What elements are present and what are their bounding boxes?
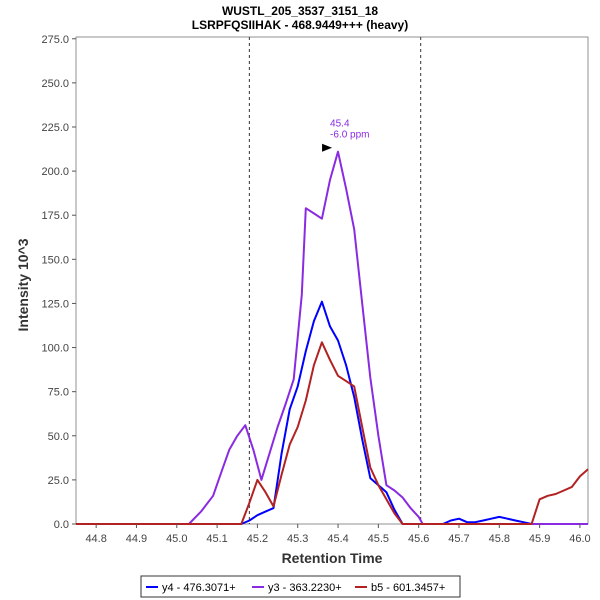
y-tick-label: 275.0 bbox=[41, 34, 69, 46]
y-axis-label: Intensity 10^3 bbox=[15, 238, 31, 331]
x-tick-label: 45.3 bbox=[287, 533, 308, 545]
x-tick-label: 46.0 bbox=[569, 533, 590, 545]
legend: y4 - 476.3071+ y3 - 363.2230+ b5 - 601.345… bbox=[140, 575, 461, 598]
y-tick-label: 125.0 bbox=[41, 298, 69, 310]
x-tick-label: 45.4 bbox=[327, 533, 348, 545]
x-tick-label: 45.8 bbox=[489, 533, 510, 545]
peak-arrow-icon bbox=[322, 143, 333, 152]
y-axis: 0.0 25.0 50.0 75.0 100.0 125.0 150.0 175.0 200.0… bbox=[41, 34, 76, 531]
legend-label: y3 - 363.2230+ bbox=[268, 582, 342, 594]
series-line-3 bbox=[76, 341, 589, 525]
y-tick-label: 150.0 bbox=[41, 254, 69, 266]
series-lines bbox=[76, 150, 589, 525]
peak-annotation: 45.4 -6.0 ppm bbox=[322, 119, 370, 152]
y-tick-label: 75.0 bbox=[48, 387, 69, 399]
peak-annotation-ppm: -6.0 ppm bbox=[330, 130, 369, 141]
legend-box bbox=[140, 575, 461, 598]
plot-area bbox=[75, 36, 589, 525]
x-axis: 44.8 44.9 45.0 45.1 45.2 45.3 45.4 45.5 45.6 45.7… bbox=[85, 524, 591, 545]
series-line-2 bbox=[76, 150, 588, 525]
chart-title: WUSTL_205_3537_3151_18 bbox=[222, 4, 378, 18]
y-tick-label: 200.0 bbox=[41, 166, 69, 178]
x-tick-label: 45.7 bbox=[448, 533, 469, 545]
y-tick-label: 50.0 bbox=[48, 431, 69, 443]
x-tick-label: 45.9 bbox=[529, 533, 550, 545]
legend-label: y4 - 476.3071+ bbox=[162, 582, 236, 594]
x-axis-label: Retention Time bbox=[282, 550, 383, 566]
chart-subtitle: LSRPFQSIIHAK - 468.9449+++ (heavy) bbox=[192, 18, 408, 32]
y-tick-label: 250.0 bbox=[41, 78, 69, 90]
legend-label: b5 - 601.3457+ bbox=[371, 582, 445, 594]
series-line-1 bbox=[76, 300, 588, 525]
x-tick-label: 44.8 bbox=[85, 533, 106, 545]
x-tick-label: 45.1 bbox=[206, 533, 227, 545]
x-tick-label: 45.6 bbox=[408, 533, 429, 545]
x-tick-label: 45.2 bbox=[247, 533, 268, 545]
y-tick-label: 225.0 bbox=[41, 122, 69, 134]
y-tick-label: 25.0 bbox=[48, 475, 69, 487]
x-tick-label: 45.5 bbox=[368, 533, 389, 545]
x-tick-label: 45.0 bbox=[166, 533, 187, 545]
y-tick-label: 175.0 bbox=[41, 210, 69, 222]
peak-annotation-rt: 45.4 bbox=[330, 119, 350, 130]
x-tick-label: 44.9 bbox=[126, 533, 147, 545]
y-tick-label: 0.0 bbox=[54, 519, 69, 531]
y-tick-label: 100.0 bbox=[41, 343, 69, 355]
